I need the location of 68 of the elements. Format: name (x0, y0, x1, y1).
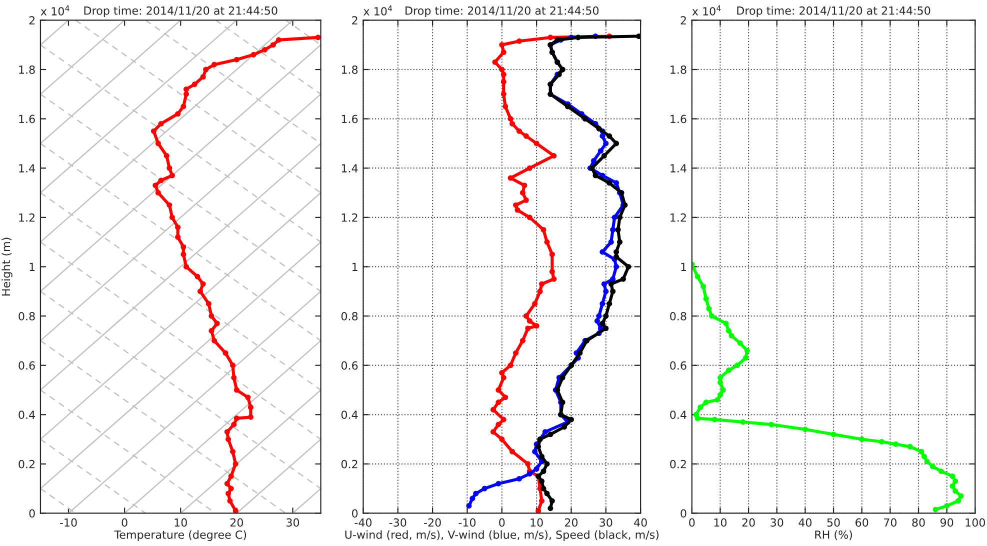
x-tick-label: 10 (530, 518, 543, 527)
y-tick-label: 1.2 (19, 213, 34, 222)
y-tick-label: 0 (680, 509, 686, 518)
y-tick-label: 0.4 (670, 410, 686, 420)
y-tick-label: 0 (352, 509, 358, 518)
y-tick-label: 1.2 (342, 213, 358, 222)
x-tick-label: 0 (689, 518, 695, 527)
y-tick-label: 1.8 (670, 65, 686, 74)
x-tick-label: -30 (389, 518, 406, 527)
y-tick-label: 0.4 (341, 410, 358, 420)
x-tick-label: 10 (174, 518, 187, 527)
chart-title: Drop time: 2014/11/20 at 21:44:50 (737, 6, 930, 17)
y-tick-label: 0.6 (670, 361, 686, 370)
x-tick-label: -40 (354, 518, 372, 527)
x-tick-label: 30 (770, 518, 784, 527)
x-axis-title: RH (%) (815, 530, 852, 540)
y-tick-label: 1 (352, 262, 358, 271)
text: x 10$^{4}$ (692, 5, 721, 16)
y-tick-label: 1.4 (19, 164, 35, 172)
y-tick-label: 1.8 (19, 65, 35, 74)
y-tick-label: 1.8 (342, 65, 358, 74)
y-tick-label: 0.8 (18, 312, 35, 320)
y-tick-label: 0.2 (670, 460, 686, 468)
x-tick-label: 90 (940, 518, 954, 527)
chart-title: Drop time: 2014/11/20 at 21:44:50 (84, 6, 278, 17)
y-tick-label: 1.6 (670, 114, 686, 124)
x-tick-label: 60 (856, 518, 868, 527)
y-tick-label: 1 (30, 262, 35, 271)
x-tick-label: 40 (634, 518, 647, 527)
x-axis-title: Temperature (degree C) (114, 530, 246, 541)
x-tick-label: 0 (499, 518, 505, 527)
y-tick-label: 1 (681, 262, 686, 271)
text: x 10$^{4}$ (364, 5, 392, 16)
x-tick-label: 20 (742, 518, 755, 527)
x-tick-label: 80 (912, 518, 925, 527)
y-tick-label: 1.6 (19, 114, 35, 124)
y-tick-label: 2 (680, 16, 686, 24)
y-tick-label: 0.6 (341, 361, 358, 370)
x-tick-label: 10 (714, 518, 727, 527)
x-tick-label: 70 (884, 518, 897, 527)
x-tick-label: 20 (230, 518, 244, 527)
y-tick-label: 0.4 (18, 410, 35, 420)
y-tick-label: 0.2 (341, 460, 358, 468)
text: x 10$^{4}$ (40, 5, 70, 16)
y-tick-label: 1.2 (670, 213, 686, 222)
x-tick-label: 100 (966, 518, 986, 527)
y-tick-label: 1.6 (342, 114, 358, 124)
x-tick-label: 40 (798, 518, 812, 527)
x-tick-label: 0 (122, 518, 128, 527)
y-tick-label: 0.8 (670, 312, 686, 320)
y-tick-label: 0.6 (18, 361, 35, 370)
x-tick-label: -20 (424, 518, 441, 527)
x-tick-label: 50 (827, 518, 840, 527)
y-tick-label: 2 (29, 16, 34, 24)
y-tick-label: 0 (29, 509, 35, 518)
y-axis-title: Height (m) (2, 238, 12, 296)
x-tick-label: -10 (60, 518, 77, 527)
y-tick-label: 2 (352, 16, 358, 24)
x-tick-label: -10 (458, 518, 476, 527)
y-tick-label: 1.4 (670, 164, 686, 172)
y-tick-label: 0.8 (341, 312, 358, 320)
x-axis-title: U-wind (red, m/s), V-wind (blue, m/s), Speed (black, m/s) (345, 530, 659, 541)
chart-title: Drop time: 2014/11/20 at 21:44:50 (406, 6, 599, 17)
y-tick-label: 1.4 (342, 164, 358, 172)
y-tick-label: 0.2 (18, 460, 34, 468)
x-tick-label: 30 (286, 518, 300, 527)
x-tick-label: 20 (564, 518, 578, 527)
x-tick-label: 30 (600, 518, 612, 527)
